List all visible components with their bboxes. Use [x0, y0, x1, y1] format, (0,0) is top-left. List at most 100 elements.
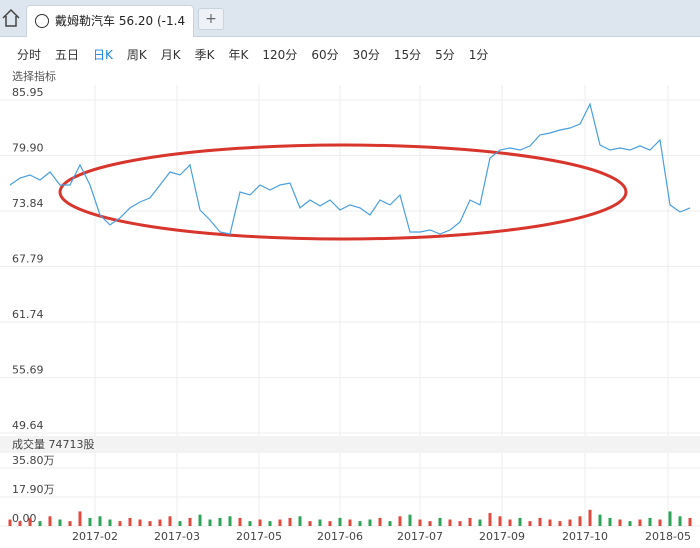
volume-bar — [318, 519, 322, 526]
period-button[interactable]: 30分 — [352, 48, 380, 62]
volume-bar — [608, 517, 612, 526]
volume-tick-label: 0.00 — [12, 512, 37, 525]
period-button[interactable]: 周K — [126, 48, 147, 62]
period-button[interactable]: 年K — [228, 48, 249, 62]
volume-tick-label: 17.90万 — [12, 483, 55, 496]
x-tick-label: 2017-07 — [397, 530, 443, 543]
period-button[interactable]: 60分 — [311, 48, 339, 62]
volume-bar — [308, 521, 312, 526]
y-tick-label: 55.69 — [12, 364, 44, 377]
period-button[interactable]: 五日 — [55, 48, 80, 62]
volume-bar — [438, 517, 442, 526]
period-button[interactable]: 5分 — [435, 48, 455, 62]
home-button[interactable] — [0, 6, 22, 30]
volume-bar — [258, 519, 262, 526]
tab-bar: 戴姆勒汽车 56.20 (-1.4 + — [0, 0, 700, 37]
volume-bar — [408, 514, 412, 526]
volume-bar — [68, 521, 72, 526]
add-tab[interactable]: + — [198, 8, 224, 30]
volume-bar — [288, 517, 292, 526]
volume-bar — [268, 521, 272, 526]
x-tick-label: 2017-06 — [317, 530, 363, 543]
y-tick-label: 79.90 — [12, 141, 44, 154]
volume-bar — [358, 521, 362, 526]
x-tick-label: 2017-05 — [236, 530, 282, 543]
period-button[interactable]: 分时 — [17, 48, 42, 62]
volume-bar — [648, 517, 652, 526]
volume-bar — [538, 517, 542, 526]
volume-bar — [238, 517, 242, 526]
indicator-selector[interactable]: 选择指标 — [12, 70, 56, 83]
volume-bar — [138, 519, 142, 526]
volume-bar — [448, 519, 452, 526]
stock-tab[interactable]: 戴姆勒汽车 56.20 (-1.4 — [26, 5, 194, 37]
period-button[interactable]: 日K — [93, 48, 113, 62]
volume-bar — [208, 519, 212, 526]
volume-bar — [118, 521, 122, 526]
volume-bar — [688, 517, 692, 526]
y-tick-label: 49.64 — [12, 419, 44, 432]
volume-bar — [38, 521, 42, 526]
period-button[interactable]: 1分 — [468, 48, 489, 62]
period-button[interactable]: 月K — [160, 48, 181, 62]
volume-bar — [678, 516, 682, 526]
volume-bar — [628, 521, 632, 526]
volume-bar — [108, 519, 112, 526]
x-tick-label: 2017-02 — [72, 530, 118, 543]
volume-header — [0, 436, 700, 453]
price-line — [9, 102, 691, 235]
volume-bar — [158, 519, 162, 526]
volume-bar — [198, 514, 202, 526]
volume-bar — [558, 521, 562, 526]
volume-bar — [348, 519, 352, 526]
annotation-ellipse — [58, 143, 628, 241]
volume-bar — [188, 517, 192, 526]
volume-bar — [178, 521, 182, 526]
volume-bar — [58, 519, 62, 526]
volume-bar — [388, 521, 392, 526]
volume-bar — [148, 521, 152, 526]
volume-bar — [398, 516, 402, 526]
period-button[interactable]: 季K — [194, 48, 215, 62]
x-tick-label: 2018-05 — [645, 530, 691, 543]
x-tick-label: 2017-10 — [562, 530, 608, 543]
volume-bar — [368, 519, 372, 526]
volume-label: 成交量 74713股 — [12, 437, 95, 451]
x-tick-label: 2017-03 — [154, 530, 200, 543]
volume-bar — [128, 517, 132, 526]
volume-bar — [638, 519, 642, 526]
volume-bar — [618, 519, 622, 526]
volume-bar — [298, 516, 302, 526]
volume-bar — [668, 511, 672, 526]
volume-bar — [48, 516, 52, 526]
volume-bar — [528, 521, 532, 526]
volume-bar — [28, 517, 32, 526]
period-button[interactable]: 120分 — [262, 48, 298, 62]
volume-bar — [518, 517, 522, 526]
volume-bar — [418, 519, 422, 526]
volume-bar — [338, 517, 342, 526]
volume-bar — [478, 519, 482, 526]
volume-bar — [498, 516, 502, 526]
volume-bar — [18, 521, 22, 526]
y-tick-label: 85.95 — [12, 86, 44, 99]
volume-bar — [468, 517, 472, 526]
y-tick-label: 67.79 — [12, 253, 44, 266]
volume-bar — [88, 517, 92, 526]
volume-bar — [458, 521, 462, 526]
volume-bar — [328, 521, 332, 526]
volume-bar — [228, 516, 232, 526]
volume-bar — [168, 516, 172, 526]
y-tick-label: 61.74 — [12, 308, 44, 321]
y-tick-label: 73.84 — [12, 197, 44, 210]
volume-bar — [598, 514, 602, 526]
volume-bar — [78, 511, 82, 526]
volume-bar — [278, 519, 282, 526]
volume-bar — [428, 521, 432, 526]
volume-bar — [488, 513, 492, 526]
volume-bar — [658, 519, 662, 526]
period-button[interactable]: 15分 — [393, 48, 422, 62]
x-tick-label: 2017-09 — [479, 530, 525, 543]
